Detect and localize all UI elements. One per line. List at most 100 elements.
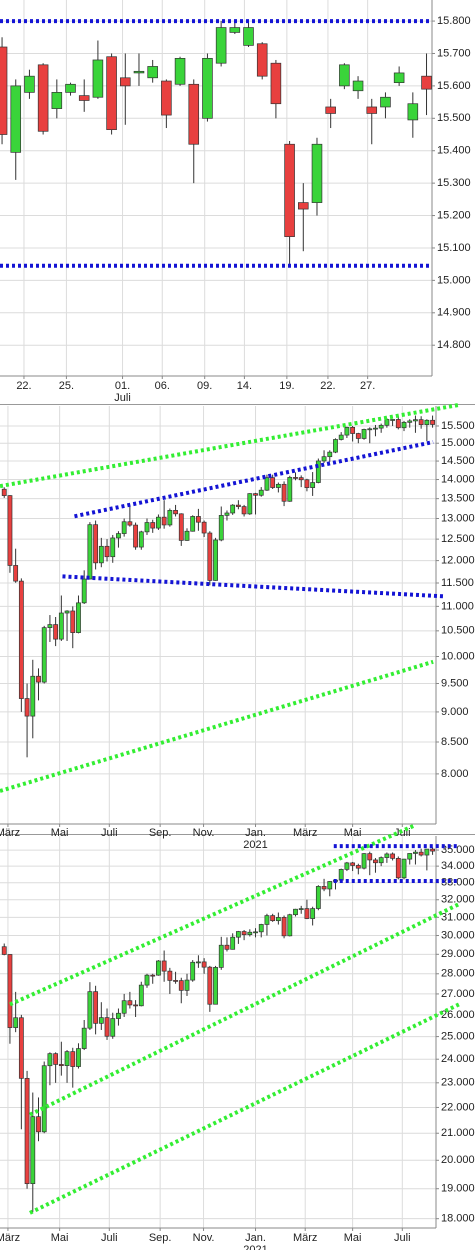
candle-body <box>355 865 361 869</box>
candle-body <box>338 869 344 881</box>
candle-body <box>70 610 76 633</box>
y-tick-label: 31.000 <box>441 911 475 923</box>
candle-body <box>247 931 253 936</box>
candle-body <box>87 991 93 1029</box>
candle-body <box>321 456 327 462</box>
candle-body <box>421 75 432 90</box>
candle-body <box>275 917 281 922</box>
candle-body <box>65 83 76 93</box>
y-tick-label: 14.500 <box>441 455 475 467</box>
candle-body <box>201 961 207 968</box>
x-tick-label: 27. <box>360 380 375 392</box>
candle-body <box>287 914 293 937</box>
y-tick-label: 15.300 <box>437 177 471 189</box>
y-tick-label: 15.000 <box>441 437 475 449</box>
candle-body <box>367 428 373 431</box>
candle-body <box>18 1017 24 1079</box>
candle-body <box>418 851 424 856</box>
candle-body <box>98 545 104 564</box>
x-tick-label: März <box>0 827 20 839</box>
x-tick-label: 01. <box>115 380 130 392</box>
x-tick-label: 06. <box>155 380 170 392</box>
candle-body <box>395 858 401 879</box>
y-tick-label: 19.000 <box>441 1183 475 1195</box>
candle-body <box>293 477 298 479</box>
y-tick-label: 11.500 <box>441 577 474 589</box>
candle-body <box>235 504 241 507</box>
y-tick-label: 33.000 <box>441 877 475 889</box>
candle-body <box>304 479 310 488</box>
candle-body <box>298 477 304 481</box>
y-tick-label: 14.800 <box>437 339 471 351</box>
y-tick-label: 12.000 <box>441 555 475 567</box>
y-tick-label: 15.700 <box>437 47 471 59</box>
candle-body <box>150 974 156 977</box>
candle-body <box>413 419 418 422</box>
candle-body <box>367 853 373 861</box>
candle-body <box>284 143 295 237</box>
candle-body <box>116 1012 121 1019</box>
candle-body <box>13 565 19 582</box>
candle-body <box>293 908 298 916</box>
x-tick-label: 22. <box>320 380 335 392</box>
y-tick-label: 14.000 <box>441 473 475 485</box>
candle-body <box>224 944 230 950</box>
candle-body <box>258 489 264 496</box>
candle-body <box>1 488 7 496</box>
candle-body <box>37 64 49 132</box>
x-tick-label: 25. <box>59 380 74 392</box>
candle-body <box>310 482 316 488</box>
candle-body <box>253 931 258 934</box>
candle-body <box>247 493 253 515</box>
candle-body <box>167 970 173 981</box>
candle-body <box>196 516 201 523</box>
candle-body <box>218 515 224 541</box>
candle-body <box>120 77 131 87</box>
candle-body <box>373 859 378 864</box>
x-tick-label: Sep. <box>149 827 172 839</box>
candle-body <box>144 974 150 986</box>
y-tick-label: 35.000 <box>441 844 475 856</box>
candle-body <box>30 675 36 717</box>
y-tick-label: 12.500 <box>441 533 475 545</box>
candle-body <box>51 92 63 109</box>
candle-body <box>58 1064 64 1066</box>
candle-body <box>366 106 378 114</box>
trend-line <box>74 440 434 519</box>
candle-body <box>401 858 407 879</box>
candle-body <box>188 83 200 145</box>
candle-body <box>121 521 127 534</box>
candle-body <box>7 954 13 1028</box>
candle-body <box>350 862 356 866</box>
candle-body <box>76 1048 81 1067</box>
candle-body <box>325 106 336 114</box>
candle-body <box>127 521 133 526</box>
candle-body <box>311 143 323 203</box>
candle-body <box>161 80 172 116</box>
candle-body <box>243 27 254 46</box>
candle-body <box>281 483 287 502</box>
candle-body <box>202 57 213 119</box>
x-tick-label: 22. <box>16 380 31 392</box>
x-tick-label: März <box>293 827 317 839</box>
y-tick-label: 15.800 <box>437 15 471 27</box>
y-tick-label: 34.000 <box>441 860 475 872</box>
candle-body <box>30 1116 36 1185</box>
candle-body <box>58 612 64 640</box>
candle-body <box>36 675 41 683</box>
x-tick-label: Nov. <box>193 1232 215 1244</box>
candle-body <box>258 924 264 933</box>
candle-body <box>327 451 333 458</box>
candle-body <box>64 1051 70 1066</box>
candle-body <box>87 524 93 580</box>
candle-body <box>92 59 104 98</box>
x-tick-label: März <box>0 1232 20 1244</box>
candle-body <box>190 516 196 532</box>
candle-body <box>161 960 167 972</box>
candle-body <box>241 506 247 515</box>
candle-body <box>424 419 430 425</box>
candle-body <box>373 427 378 430</box>
y-tick-label: 18.000 <box>441 1213 475 1225</box>
candle-body <box>270 62 282 105</box>
